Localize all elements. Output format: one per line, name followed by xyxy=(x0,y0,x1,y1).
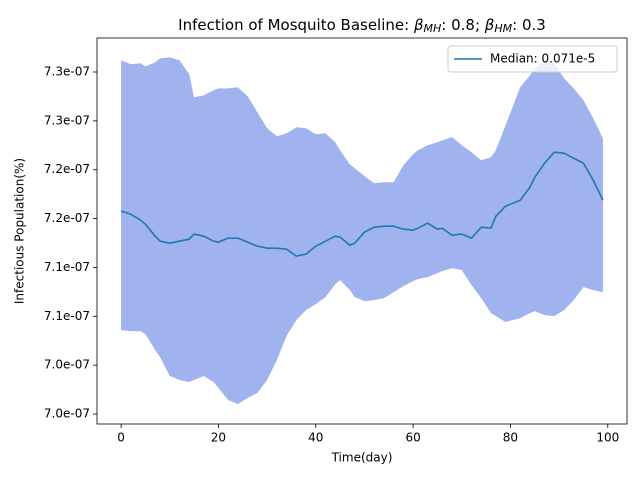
y-tick-label: 7.3e-07 xyxy=(44,65,90,79)
chart-title: Infection of Mosquito Baseline: βMH: 0.8… xyxy=(178,16,546,36)
title-part: : 0.3 xyxy=(512,16,546,34)
title-part: MH xyxy=(424,22,442,35)
y-tick-label: 7.2e-07 xyxy=(44,211,90,225)
axes-frame xyxy=(96,37,628,425)
title-part: Infection of Mosquito Baseline: xyxy=(178,16,414,34)
y-tick-label: 7.1e-07 xyxy=(44,260,90,274)
x-tick-label: 100 xyxy=(596,431,619,445)
x-tick-label: 40 xyxy=(308,431,323,445)
y-tick-label: 7.1e-07 xyxy=(44,309,90,323)
legend: Median: 0.071e-5 xyxy=(447,45,618,73)
x-tick-label: 0 xyxy=(117,431,125,445)
legend-box xyxy=(447,45,618,73)
band xyxy=(121,57,603,405)
y-tick-label: 7.0e-07 xyxy=(44,358,90,372)
legend-label: Median: 0.071e-5 xyxy=(490,52,595,66)
y-axis-label: Infectious Population(%) xyxy=(13,158,27,304)
title-part: HM xyxy=(494,22,512,35)
x-tick-label: 80 xyxy=(503,431,518,445)
y-tick-label: 7.2e-07 xyxy=(44,162,90,176)
x-tick-label: 60 xyxy=(405,431,420,445)
title-part: β xyxy=(413,16,424,34)
x-tick-label: 20 xyxy=(211,431,226,445)
y-tick-label: 7.3e-07 xyxy=(44,113,90,127)
x-axis-label: Time(day) xyxy=(331,451,393,465)
y-tick-label: 7.0e-07 xyxy=(44,407,90,421)
title-part: : 0.8; xyxy=(441,16,485,34)
median-line xyxy=(120,151,604,257)
title-part: β xyxy=(484,16,495,34)
